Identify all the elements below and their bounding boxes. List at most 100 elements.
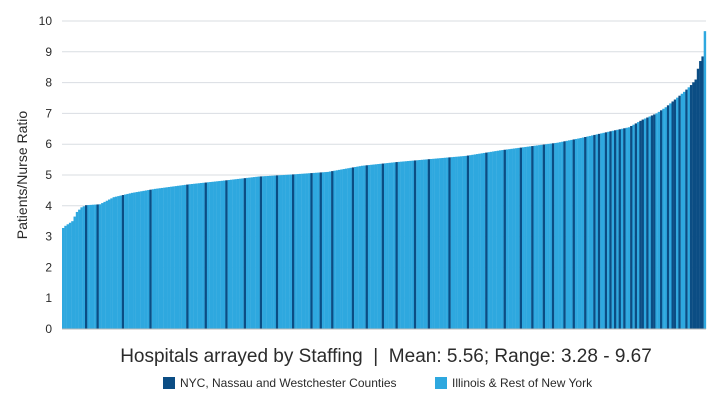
bar-rest	[68, 222, 72, 329]
bar-rest	[202, 182, 205, 329]
bar-rest	[453, 156, 456, 329]
bar-nyc	[259, 176, 263, 329]
bar-rest	[512, 148, 516, 329]
bar-rest	[446, 157, 449, 329]
bar-rest	[450, 157, 454, 329]
bar-rest	[363, 165, 366, 329]
bar-rest	[344, 168, 348, 329]
bar-rest	[517, 147, 520, 329]
bar-nyc	[310, 173, 313, 329]
bar-nyc	[641, 119, 645, 329]
bar-rest	[108, 199, 111, 329]
bar-rest	[480, 153, 484, 329]
bar-nyc	[692, 82, 695, 329]
bar-rest	[114, 196, 118, 329]
bar-rest	[683, 91, 686, 329]
bar-rest	[515, 148, 518, 329]
bar-rest	[174, 186, 178, 329]
bar-rest	[179, 185, 182, 329]
bar-nyc	[696, 68, 700, 330]
bar-rest	[464, 155, 467, 329]
bar-rest	[128, 193, 132, 329]
bar-rest	[489, 151, 493, 329]
bar-rest	[524, 146, 527, 329]
y-axis-title: Patients/Nurse Ratio	[14, 111, 30, 240]
bar-nyc	[503, 149, 507, 329]
bar-rest	[156, 188, 159, 329]
bar-nyc	[646, 117, 649, 329]
bar-rest	[211, 181, 214, 329]
bar-rest	[384, 163, 387, 329]
bar-rest	[432, 158, 435, 329]
bars-layer	[62, 31, 707, 330]
bar-nyc	[604, 132, 608, 329]
bar-rest	[473, 154, 477, 329]
bar-rest	[595, 134, 599, 329]
bar-rest	[533, 145, 536, 329]
bar-rest	[103, 201, 106, 329]
bar-rest	[471, 154, 474, 329]
bar-rest	[101, 203, 104, 329]
bar-rest	[510, 148, 513, 329]
bar-rest	[142, 190, 145, 329]
bar-rest	[137, 191, 141, 329]
bar-rest	[388, 162, 392, 329]
bar-rest	[586, 136, 589, 329]
bar-nyc	[618, 129, 622, 329]
bar-rest	[255, 176, 258, 329]
bar-rest	[581, 137, 585, 329]
bar-rest	[538, 145, 541, 329]
bar-rest	[501, 150, 504, 329]
bar-rest	[455, 156, 458, 329]
bar-rest	[78, 209, 81, 329]
legend-label-rest: Illinois & Rest of New York	[452, 376, 593, 390]
bar-rest	[278, 175, 281, 329]
bar-rest	[662, 108, 665, 329]
bar-rest	[496, 150, 500, 329]
bar-rest	[232, 179, 235, 329]
y-tick-label: 3	[45, 230, 52, 244]
bar-nyc	[551, 143, 555, 329]
bar-rest	[197, 183, 201, 329]
bar-rest	[239, 178, 242, 329]
bar-rest	[570, 139, 573, 329]
bar-nyc	[519, 147, 523, 329]
bar-nyc	[542, 144, 546, 329]
bar-rest	[547, 143, 550, 329]
bar-nyc	[427, 159, 431, 329]
y-tick-labels: 0 1 2 3 4 5 6 7 8 9 10	[39, 14, 53, 336]
bar-rest	[404, 161, 408, 329]
bar-nyc	[448, 157, 451, 329]
bar-rest	[183, 184, 187, 329]
bar-rest	[434, 158, 438, 329]
bar-rest	[170, 186, 173, 329]
bar-nyc	[609, 131, 612, 329]
bar-nyc	[584, 137, 587, 329]
bar-nyc	[365, 165, 369, 329]
bar-rest	[301, 173, 304, 329]
y-tick-label: 4	[45, 199, 52, 213]
bar-rest	[317, 172, 320, 329]
y-tick-label: 8	[45, 76, 52, 90]
bar-rest	[75, 211, 79, 329]
bar-rest	[269, 175, 272, 329]
bar-nyc	[531, 146, 534, 329]
bar-rest	[423, 159, 426, 329]
bar-rest	[315, 172, 318, 329]
bar-nyc	[597, 133, 601, 329]
bar-nyc	[634, 123, 638, 329]
bar-rest	[218, 181, 221, 329]
bar-rest	[420, 159, 424, 329]
bar-nyc	[666, 105, 670, 329]
bar-rest	[160, 187, 164, 329]
y-tick-label: 9	[45, 45, 52, 59]
bar-rest	[607, 131, 610, 329]
bar-nyc	[395, 162, 398, 329]
bar-rest	[147, 190, 150, 329]
bar-rest	[227, 180, 231, 329]
bar-rest	[73, 216, 76, 329]
bar-nyc	[593, 134, 596, 329]
bar-rest	[312, 172, 316, 329]
bar-rest	[620, 128, 624, 329]
y-tick-label: 1	[45, 291, 52, 305]
